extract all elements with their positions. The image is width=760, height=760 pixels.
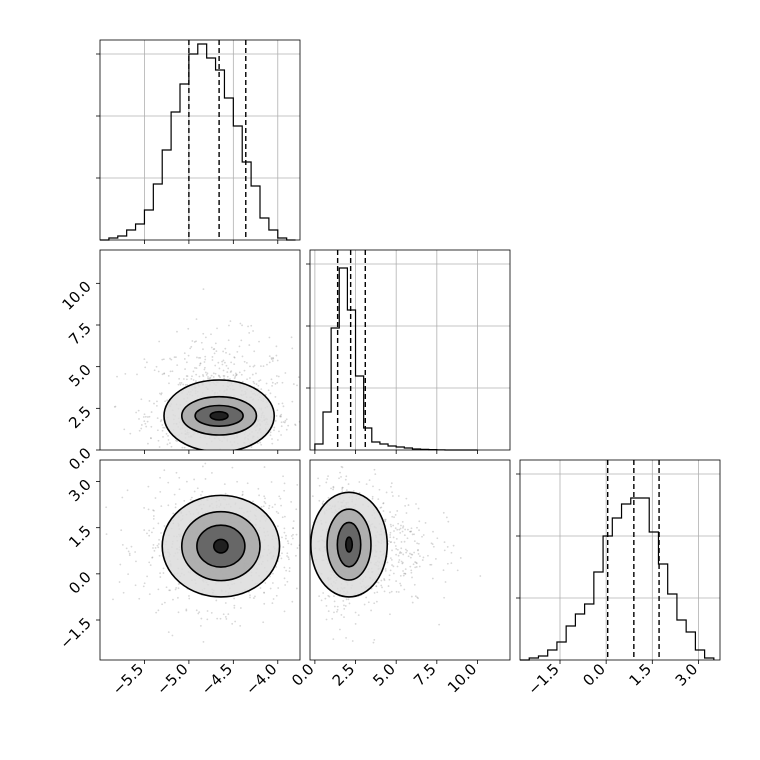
x-p1-tick-label: −4.0	[242, 660, 280, 698]
y-p3-tick-label: 3.0	[65, 476, 95, 506]
x-p2-tick-label: 2.5	[329, 660, 359, 690]
panel-frame	[99, 459, 301, 661]
histogram-step	[520, 497, 715, 661]
joint-p1-p2	[99, 249, 301, 451]
contour-line-2	[180, 395, 258, 436]
y-p2-tick-label: 0.0	[65, 444, 95, 474]
contour-line-1	[163, 379, 276, 450]
x-p2-tick-label: 10.0	[444, 660, 480, 696]
panel-content	[113, 288, 300, 450]
y-p2-tick-label: 7.5	[65, 319, 95, 349]
panel-frame	[99, 39, 301, 241]
density-level-4	[210, 411, 228, 421]
density-level-4	[345, 537, 353, 552]
x-p1-tick-label: −5.0	[153, 660, 191, 698]
panel-frame	[309, 249, 511, 451]
hist-p3	[516, 459, 721, 661]
y-p2-tick-label: 5.0	[65, 361, 95, 391]
contour-line-1	[161, 494, 281, 598]
y-p3-tick-label: 1.5	[65, 522, 95, 552]
histogram-step	[100, 43, 296, 241]
density-level-4	[213, 539, 228, 553]
contour-line-4	[209, 410, 229, 421]
x-p1-tick-label: −5.5	[109, 660, 147, 698]
y-p3-tick-label: −1.5	[56, 614, 94, 652]
x-p3-tick-label: −1.5	[524, 660, 562, 698]
joint-p1-p3	[99, 459, 301, 661]
y-p3-tick-label: 0.0	[65, 568, 95, 598]
contour-line-4	[212, 538, 229, 554]
y-p2-tick-label: 10.0	[58, 277, 94, 313]
x-p3-tick-label: 3.0	[672, 660, 702, 690]
joint-p2-p3	[309, 459, 511, 661]
contour-line-2	[326, 508, 372, 581]
panel-content	[310, 465, 482, 644]
panel-content	[105, 462, 300, 643]
x-p3-tick-label: 0.0	[579, 660, 609, 690]
contour-line-3	[194, 404, 244, 427]
panel-frame	[519, 459, 721, 661]
contour-line-4	[344, 536, 354, 553]
x-p1-tick-label: −4.5	[198, 660, 236, 698]
contour-line-1	[310, 491, 389, 598]
x-p3-tick-label: 1.5	[626, 660, 656, 690]
x-p2-tick-label: 0.0	[288, 660, 318, 690]
contour-line-3	[336, 521, 362, 568]
panel-frame	[309, 459, 511, 661]
y-p2-tick-label: 2.5	[65, 402, 95, 432]
hist-p1	[96, 39, 301, 241]
hist-p2	[306, 249, 511, 451]
contour-line-2	[180, 510, 261, 582]
x-p2-tick-label: 5.0	[369, 660, 399, 690]
contour-line-3	[196, 524, 246, 568]
panel-frame	[99, 249, 301, 451]
x-p2-tick-label: 7.5	[410, 660, 440, 690]
